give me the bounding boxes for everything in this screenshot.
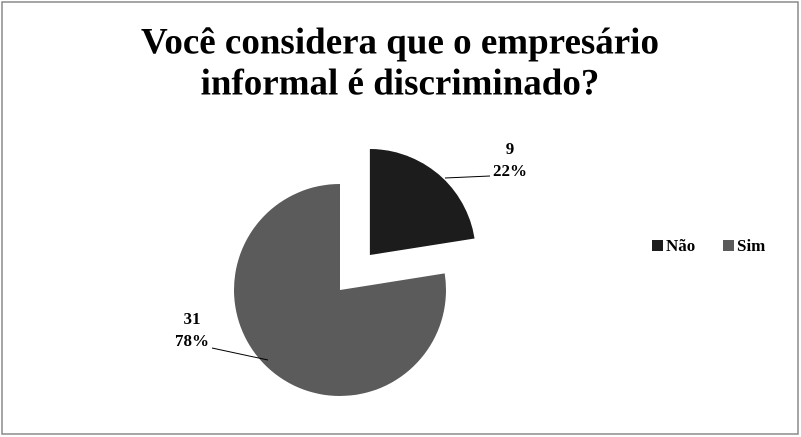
chart-title: Você considera que o empresário xyxy=(141,21,659,62)
percent-label: 78% xyxy=(175,331,209,350)
leader-line xyxy=(211,347,269,361)
data-label: 31 xyxy=(184,309,201,328)
percent-label: 22% xyxy=(493,161,527,180)
pie-slice xyxy=(234,184,446,396)
leader-line xyxy=(444,175,491,179)
legend-swatch xyxy=(652,240,663,251)
pie-slice xyxy=(369,149,475,256)
legend-label: Sim xyxy=(737,236,765,255)
legend-swatch xyxy=(723,240,734,251)
legend-label: Não xyxy=(666,236,695,255)
chart-title: informal é discriminado? xyxy=(201,62,600,103)
data-label: 9 xyxy=(506,139,515,158)
